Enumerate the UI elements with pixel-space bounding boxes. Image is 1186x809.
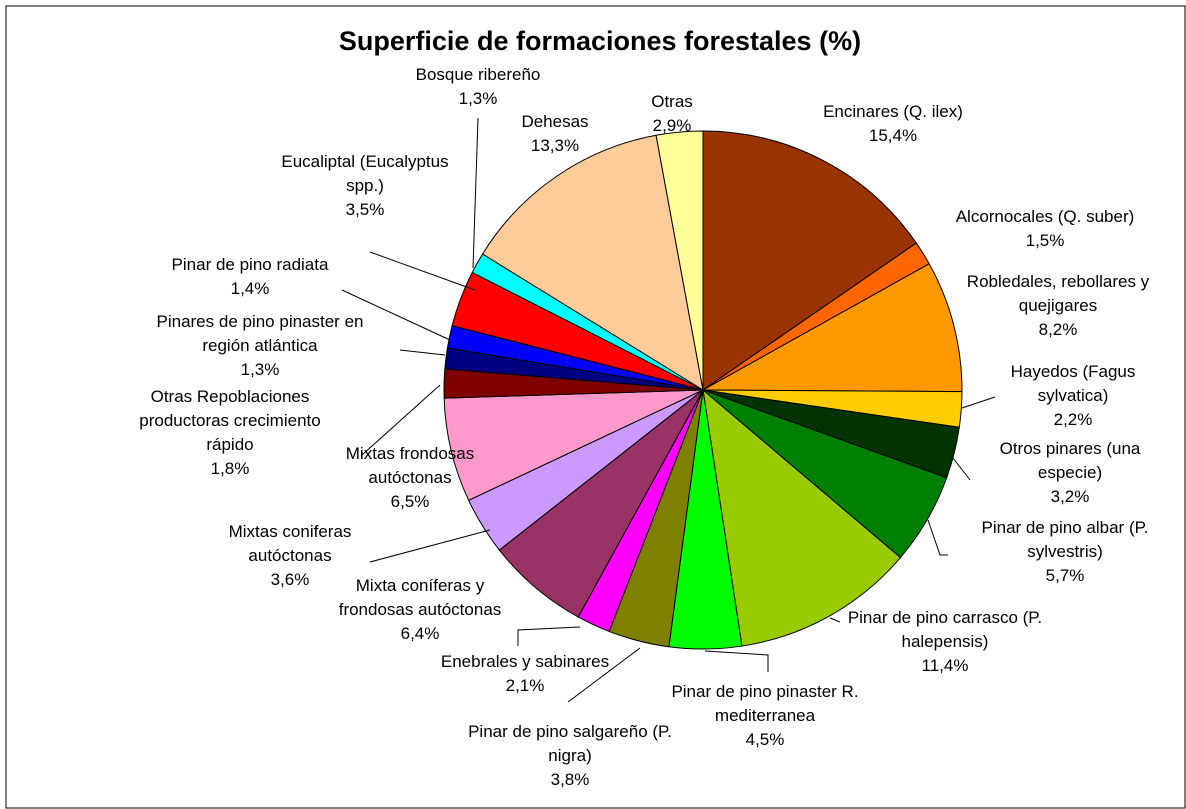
slice-label: Encinares (Q. ilex) 15,4% — [793, 100, 993, 148]
slice-value: 2,9% — [652, 116, 692, 135]
slice-value: 11,4% — [921, 656, 969, 675]
pie-slice — [702, 388, 902, 647]
pie-slice — [702, 130, 917, 391]
leader-line — [704, 650, 769, 672]
leader-line — [567, 647, 641, 703]
slice-value: 3,5% — [345, 200, 385, 219]
leader-line — [369, 251, 476, 291]
leader-line — [399, 349, 446, 356]
leader-line — [952, 457, 971, 481]
slice-name: Alcornocales (Q. suber) — [955, 207, 1135, 226]
slice-name: Mixtas coniferas autóctonas — [228, 522, 352, 565]
slice-value: 6,5% — [390, 492, 430, 511]
slice-name: Dehesas — [521, 112, 589, 131]
pie-slice — [701, 263, 963, 393]
slice-label: Bosque ribereño 1,3% — [388, 63, 568, 111]
slice-value: 6,4% — [400, 624, 440, 643]
slice-name: Otros pinares (una especie) — [999, 439, 1141, 482]
leader-line — [961, 396, 996, 409]
slice-label: Mixtas coniferas autóctonas 3,6% — [200, 520, 380, 592]
chart-title: Superficie de formaciones forestales (%) — [338, 26, 862, 56]
pie-slice — [481, 134, 704, 392]
leader-line — [361, 384, 441, 456]
slice-value: 3,2% — [1050, 487, 1090, 506]
slice-label: Pinar de pino albar (P. sylvestris) 5,7% — [955, 516, 1175, 588]
slice-name: Mixta coníferas y frondosas autóctonas — [338, 576, 502, 619]
slice-value: 3,6% — [270, 570, 310, 589]
slice-name: Pinar de pino pinaster R. mediterranea — [671, 682, 859, 725]
slice-label: Otras Repoblaciones productoras crecimie… — [120, 385, 340, 481]
slice-label: Pinar de pino salgareño (P. nigra) 3,8% — [460, 720, 680, 792]
slice-value: 3,8% — [550, 770, 590, 789]
slice-label: Otras 2,9% — [622, 90, 722, 138]
slice-label: Robledales, rebollares y quejigares 8,2% — [943, 270, 1173, 342]
leader-line — [472, 117, 479, 269]
leader-line — [517, 626, 581, 646]
slice-value: 13,3% — [530, 136, 580, 155]
pie-slice — [655, 130, 704, 391]
slice-name: Robledales, rebollares y quejigares — [966, 272, 1150, 315]
slice-name: Eucaliptal (Eucalyptus spp.) — [281, 152, 449, 195]
slice-value: 2,2% — [1053, 410, 1093, 429]
slice-value: 5,7% — [1045, 566, 1085, 585]
slice-name: Pinar de pino radiata — [171, 255, 329, 274]
slice-name: Pinar de pino salgareño (P. nigra) — [468, 722, 672, 765]
slice-name: Pinar de pino carrasco (P. halepensis) — [847, 608, 1043, 651]
slice-value: 1,3% — [240, 360, 280, 379]
slice-label: Mixtas frondosas autóctonas 6,5% — [325, 442, 495, 514]
slice-value: 4,5% — [745, 730, 785, 749]
slice-value: 15,4% — [868, 126, 918, 145]
slice-label: Enebrales y sabinares 2,1% — [415, 650, 635, 698]
slice-value: 1,5% — [1025, 231, 1065, 250]
slice-name: Bosque ribereño — [415, 65, 541, 84]
slice-value: 1,8% — [210, 459, 250, 478]
leader-line — [341, 289, 451, 341]
slice-label: Mixta coníferas y frondosas autóctonas 6,… — [320, 574, 520, 646]
slice-value: 1,4% — [230, 279, 270, 298]
slice-label: Otros pinares (una especie) 3,2% — [985, 437, 1155, 509]
slice-label: Pinar de pino pinaster R. mediterranea 4,… — [650, 680, 880, 752]
leader-line — [829, 617, 841, 623]
slice-label: Alcornocales (Q. suber) 1,5% — [925, 205, 1165, 253]
leader-line — [369, 529, 491, 563]
slice-value: 1,3% — [458, 89, 498, 108]
slice-label: Eucaliptal (Eucalyptus spp.) 3,5% — [265, 150, 465, 222]
slice-label: Pinares de pino pinaster en región atlán… — [150, 310, 370, 382]
slice-value: 8,2% — [1038, 320, 1078, 339]
slice-label: Dehesas 13,3% — [495, 110, 615, 158]
slice-name: Encinares (Q. ilex) — [823, 102, 963, 121]
slice-name: Otras Repoblaciones productoras crecimie… — [139, 387, 321, 454]
slice-value: 2,1% — [505, 676, 545, 695]
slice-name: Enebrales y sabinares — [440, 652, 610, 671]
slice-name: Pinar de pino albar (P. sylvestris) — [981, 518, 1149, 561]
slice-name: Otras — [651, 92, 693, 111]
slice-label: Pinar de pino radiata 1,4% — [140, 253, 360, 301]
slice-name: Hayedos (Fagus sylvatica) — [1010, 362, 1136, 405]
slice-label: Pinar de pino carrasco (P. halepensis) 11… — [840, 606, 1050, 678]
leader-line — [927, 519, 948, 556]
slice-name: Mixtas frondosas autóctonas — [345, 444, 475, 487]
slice-label: Hayedos (Fagus sylvatica) 2,2% — [998, 360, 1148, 432]
slice-name: Pinares de pino pinaster en región atlán… — [156, 312, 364, 355]
